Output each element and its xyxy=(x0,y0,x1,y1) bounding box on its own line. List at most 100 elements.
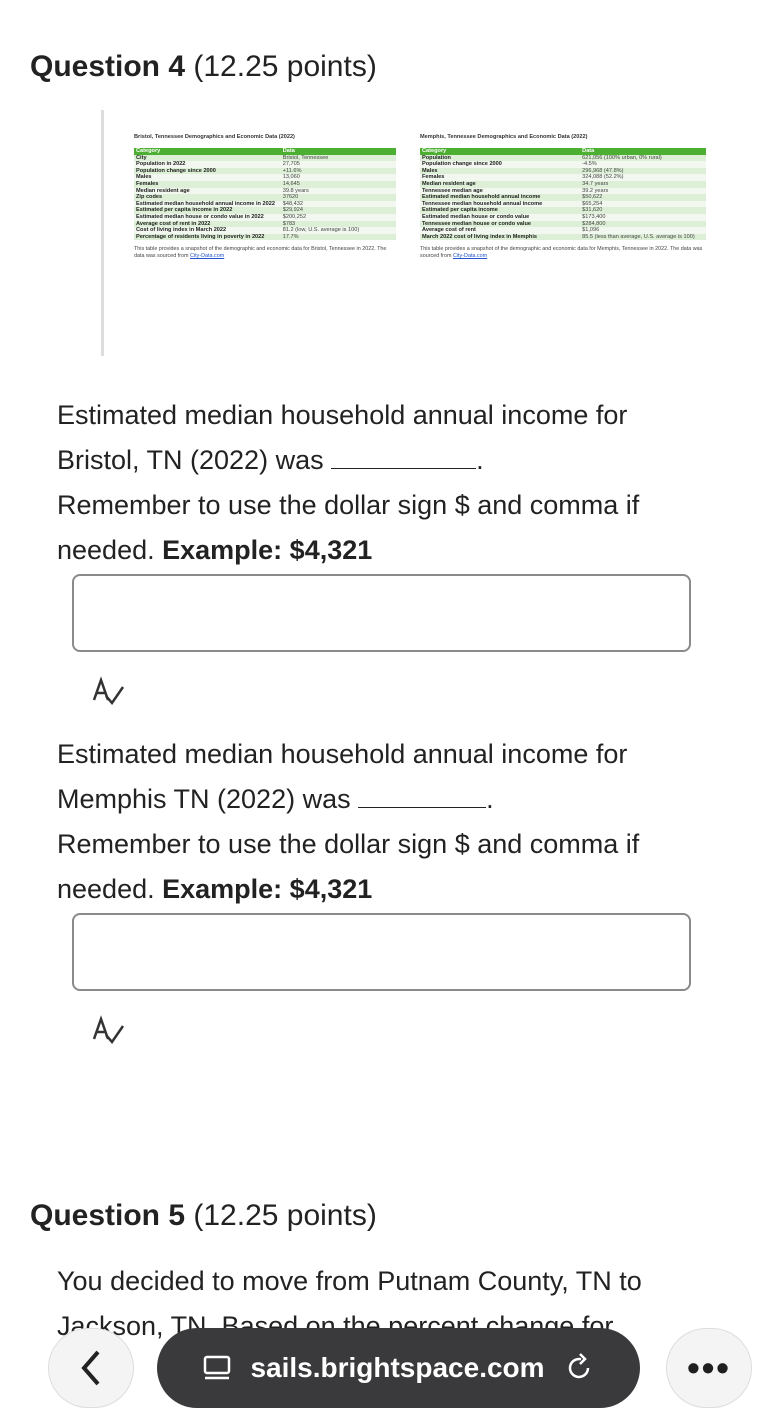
cell-category: Population in 2022 xyxy=(134,161,281,168)
cell-value: 37620 xyxy=(280,194,396,201)
source-link[interactable]: City-Data.com xyxy=(452,252,488,259)
cell-category: Zip codes xyxy=(134,194,281,201)
table-row: Tennessee median household annual income… xyxy=(420,200,706,208)
cell-category: Average cost of rent xyxy=(420,227,581,234)
cell-value: Bristol, Tennessee xyxy=(280,154,396,162)
cell-category: March 2022 cost of living index in Memph… xyxy=(420,233,581,241)
browser-toolbar: sails.brightspace.com ••• xyxy=(0,1322,766,1411)
source-link[interactable]: City-Data.com xyxy=(190,252,225,259)
table-row: Average cost of rent in 2022 $783 xyxy=(134,220,396,228)
ellipsis-icon: ••• xyxy=(687,1347,731,1388)
bristol-table: Bristol, Tennessee Demographics and Econ… xyxy=(134,110,396,259)
cell-value: $783 xyxy=(280,220,396,228)
table-row: Estimated median household annual income… xyxy=(134,200,396,208)
table-row: Population change since 2000 +11.6% xyxy=(134,167,396,175)
cell-category: Estimated median house or condo value in… xyxy=(134,213,281,221)
cell-value: $1,096 xyxy=(580,227,706,234)
cell-category: Median resident age xyxy=(134,187,281,195)
back-button[interactable] xyxy=(48,1328,134,1408)
cell-value: $200,252 xyxy=(280,213,396,221)
col-header: Data xyxy=(580,148,706,155)
cell-category: Estimated per capita income in 2022 xyxy=(134,207,281,214)
url-text: sails.brightspace.com xyxy=(250,1352,545,1383)
blank2-prompt: Estimated median household annual income… xyxy=(57,739,640,904)
spellcheck-icon[interactable] xyxy=(90,1011,126,1047)
address-bar[interactable]: sails.brightspace.com xyxy=(157,1328,640,1408)
cell-value: 296,968 (47.8%) xyxy=(580,167,706,175)
table-row: Estimated median household annual income… xyxy=(420,194,706,201)
question-points: (12.25 points) xyxy=(193,1199,377,1232)
cell-category: Tennessee median household annual income xyxy=(420,200,581,208)
cell-category: Population xyxy=(420,154,581,162)
blank1-prompt: Estimated median household annual income… xyxy=(57,400,640,565)
cell-category: Population change since 2000 xyxy=(420,161,581,168)
memphis-table-title: Memphis, Tennessee Demographics and Econ… xyxy=(420,134,588,140)
table-row: Percentage of residents living in povert… xyxy=(134,233,396,241)
spellcheck-icon[interactable] xyxy=(90,672,126,708)
table-row: Males 13,060 xyxy=(134,174,396,181)
cell-category: Estimated median house or condo value xyxy=(420,213,581,221)
cell-category: Males xyxy=(420,167,581,175)
cell-category: Percentage of residents living in povert… xyxy=(134,233,281,241)
col-header: Category xyxy=(134,148,281,155)
table-row: Estimated median house or condo value $17… xyxy=(420,213,706,221)
table-row: Median resident age 34.7 years xyxy=(420,180,706,188)
cell-value: 85.5 (less than average, U.S. average is… xyxy=(580,233,706,241)
blank2-answer-input[interactable] xyxy=(72,913,691,991)
tabs-icon xyxy=(204,1355,231,1380)
blank1-answer-input[interactable] xyxy=(72,574,691,652)
memphis-caption: This table provides a snapshot of the de… xyxy=(420,246,703,259)
table-row: Males 296,968 (47.8%) xyxy=(420,167,706,175)
reload-icon[interactable] xyxy=(563,1352,595,1384)
cell-category: City xyxy=(134,154,281,162)
table-row: Population 621,056 (100% urban, 0% rural) xyxy=(420,154,706,162)
cell-value: +11.6% xyxy=(280,167,396,175)
table-row: Females 14,645 xyxy=(134,180,396,188)
cell-value: 13,060 xyxy=(280,174,396,181)
cell-category: Cost of living index in March 2022 xyxy=(134,227,281,234)
cell-category: Tennessee median house or condo value xyxy=(420,220,581,228)
question-points: (12.25 points) xyxy=(193,50,377,83)
cell-value: 34.7 years xyxy=(580,180,706,188)
cell-value: $173,400 xyxy=(580,213,706,221)
cell-value: 27,705 xyxy=(280,161,396,168)
cell-category: Estimated median household annual income… xyxy=(134,200,281,208)
question-title: Question 5 xyxy=(30,1199,186,1232)
table-row: Estimated per capita income in 2022 $29,9… xyxy=(134,207,396,214)
cell-value: 324,088 (52.2%) xyxy=(580,174,706,181)
table-row: Population in 2022 27,705 xyxy=(134,161,396,168)
cell-value: $31,620 xyxy=(580,207,706,214)
cell-value: 39.8 years xyxy=(280,187,396,195)
cell-category: Median resident age xyxy=(420,180,581,188)
cell-category: Population change since 2000 xyxy=(134,167,281,175)
question-5-heading: Question 5 (12.25 points) xyxy=(30,1199,377,1233)
cell-value: $65,254 xyxy=(580,200,706,208)
table-row: Females 324,088 (52.2%) xyxy=(420,174,706,181)
cell-value: 14,645 xyxy=(280,180,396,188)
question-5-text: You decided to move from Putnam County, … xyxy=(57,1266,642,1341)
cell-value: $50,622 xyxy=(580,194,706,201)
cell-category: Estimated per capita income xyxy=(420,207,581,214)
cell-value: 621,056 (100% urban, 0% rural) xyxy=(580,154,706,162)
cell-category: Males xyxy=(134,174,281,181)
cell-value: $48,432 xyxy=(280,200,396,208)
cell-value: $29,924 xyxy=(280,207,396,214)
table-row: Tennessee median house or condo value $28… xyxy=(420,220,706,228)
col-header: Category xyxy=(420,148,581,155)
table-row: Cost of living index in March 2022 81.2 (… xyxy=(134,227,396,234)
table-row: Zip codes 37620 xyxy=(134,194,396,201)
cell-category: Estimated median household annual income xyxy=(420,194,581,201)
table-row: Estimated median house or condo value in… xyxy=(134,213,396,221)
table-row: Median resident age 39.8 years xyxy=(134,187,396,195)
data-tables-image: Bristol, Tennessee Demographics and Econ… xyxy=(101,110,711,356)
table-row: March 2022 cost of living index in Memph… xyxy=(420,233,706,241)
col-header: Data xyxy=(280,148,396,155)
table-row: Average cost of rent $1,096 xyxy=(420,227,706,234)
bristol-caption: This table provides a snapshot of the de… xyxy=(134,246,387,259)
cell-value: 81.2 (low, U.S. average is 100) xyxy=(280,227,396,234)
more-button[interactable]: ••• xyxy=(666,1328,752,1408)
bristol-table-title: Bristol, Tennessee Demographics and Econ… xyxy=(134,134,295,140)
table-row: Estimated per capita income $31,620 xyxy=(420,207,706,214)
memphis-table: Memphis, Tennessee Demographics and Econ… xyxy=(420,110,706,259)
cell-value: -4.5% xyxy=(580,161,706,168)
